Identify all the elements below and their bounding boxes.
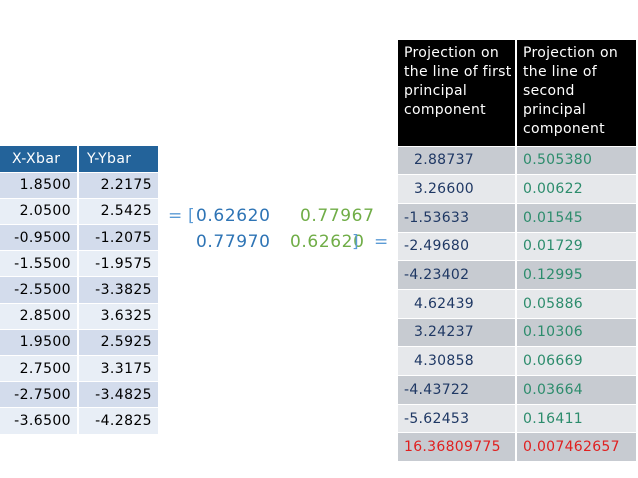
- table-row-total: 16.36809775 0.007462657: [398, 432, 636, 462]
- table-cell: 4.30858: [398, 346, 517, 376]
- table-row: -3.6500 -4.2825: [0, 407, 158, 435]
- table-cell: 2.5425: [78, 198, 158, 225]
- table-cell: 0.505380: [516, 146, 636, 175]
- table-header-row: X-Xbar Y-Ybar: [0, 146, 158, 173]
- projection-table: Projection on the line of first principa…: [398, 40, 636, 462]
- table-cell: 0.16411: [516, 404, 636, 433]
- table-row: -0.9500 -1.2075: [0, 224, 158, 251]
- table-cell: -4.2825: [78, 407, 158, 435]
- table-row: -5.62453 0.16411: [398, 404, 636, 433]
- header-first-component: Projection on the line of first principa…: [398, 40, 517, 146]
- table-cell: 0.10306: [516, 318, 636, 347]
- table-cell: 0.00622: [516, 174, 636, 204]
- table-cell: -2.49680: [398, 232, 517, 261]
- table-row: 4.62439 0.05886: [398, 289, 636, 319]
- table-cell: 16.36809775: [398, 432, 517, 462]
- matrix-value: 0.62620: [196, 206, 271, 226]
- table-cell: -1.53633: [398, 203, 517, 233]
- table-row: 2.88737 0.505380: [398, 146, 636, 175]
- table-cell: -3.6500: [0, 407, 79, 435]
- table-row: 4.30858 0.06669: [398, 346, 636, 376]
- table-cell: -5.62453: [398, 404, 517, 433]
- table-cell: 2.7500: [0, 355, 79, 382]
- table-cell: -1.2075: [78, 224, 158, 251]
- table-cell: 3.3175: [78, 355, 158, 382]
- centered-data-table: X-Xbar Y-Ybar 1.8500 2.2175 2.0500 2.542…: [0, 146, 158, 435]
- table-cell: 1.9500: [0, 329, 79, 356]
- table-cell: 0.007462657: [516, 432, 636, 462]
- header-x-xbar: X-Xbar: [0, 146, 79, 173]
- table-cell: -0.9500: [0, 224, 79, 251]
- table-cell: 2.8500: [0, 303, 79, 330]
- table-cell: 0.03664: [516, 375, 636, 405]
- equals-sign: =: [374, 232, 389, 252]
- table-cell: 0.06669: [516, 346, 636, 376]
- equals-sign: =: [168, 206, 183, 226]
- table-row: -4.23402 0.12995: [398, 260, 636, 290]
- table-row: -2.49680 0.01729: [398, 232, 636, 261]
- table-row: -1.53633 0.01545: [398, 203, 636, 233]
- table-cell: 2.88737: [398, 146, 517, 175]
- table-row: 1.9500 2.5925: [0, 329, 158, 356]
- table-cell: 0.12995: [516, 260, 636, 290]
- table-row: 3.26600 0.00622: [398, 174, 636, 204]
- table-row: 3.24237 0.10306: [398, 318, 636, 347]
- table-row: -1.5500 -1.9575: [0, 250, 158, 277]
- table-row: -2.5500 -3.3825: [0, 276, 158, 304]
- table-row: 2.0500 2.5425: [0, 198, 158, 225]
- table-cell: 0.01729: [516, 232, 636, 261]
- table-cell: -2.7500: [0, 381, 79, 408]
- table-row: 1.8500 2.2175: [0, 172, 158, 199]
- table-cell: 3.6325: [78, 303, 158, 330]
- open-bracket: [: [188, 206, 196, 226]
- matrix-value: 0.77970: [196, 232, 271, 252]
- table-cell: -1.5500: [0, 250, 79, 277]
- table-row: -4.43722 0.03664: [398, 375, 636, 405]
- matrix-value: 0.77967: [300, 206, 375, 226]
- table-cell: -2.5500: [0, 276, 79, 304]
- close-bracket: ]: [352, 232, 360, 252]
- table-row: 2.7500 3.3175: [0, 355, 158, 382]
- header-second-component: Projection on the line of second princip…: [516, 40, 636, 146]
- table-cell: 2.0500: [0, 198, 79, 225]
- table-cell: 0.01545: [516, 203, 636, 233]
- table-header-row: Projection on the line of first principa…: [398, 40, 636, 146]
- table-row: -2.7500 -3.4825: [0, 381, 158, 408]
- table-cell: 2.5925: [78, 329, 158, 356]
- matrix-value: 0.62620: [290, 232, 365, 252]
- table-cell: -4.43722: [398, 375, 517, 405]
- table-cell: -3.4825: [78, 381, 158, 408]
- table-cell: 4.62439: [398, 289, 517, 319]
- table-cell: -1.9575: [78, 250, 158, 277]
- table-cell: 3.24237: [398, 318, 517, 347]
- table-cell: 3.26600: [398, 174, 517, 204]
- table-cell: 1.8500: [0, 172, 79, 199]
- table-cell: 2.2175: [78, 172, 158, 199]
- table-cell: -4.23402: [398, 260, 517, 290]
- table-cell: -3.3825: [78, 276, 158, 304]
- table-cell: 0.05886: [516, 289, 636, 319]
- table-row: 2.8500 3.6325: [0, 303, 158, 330]
- header-y-ybar: Y-Ybar: [78, 146, 158, 173]
